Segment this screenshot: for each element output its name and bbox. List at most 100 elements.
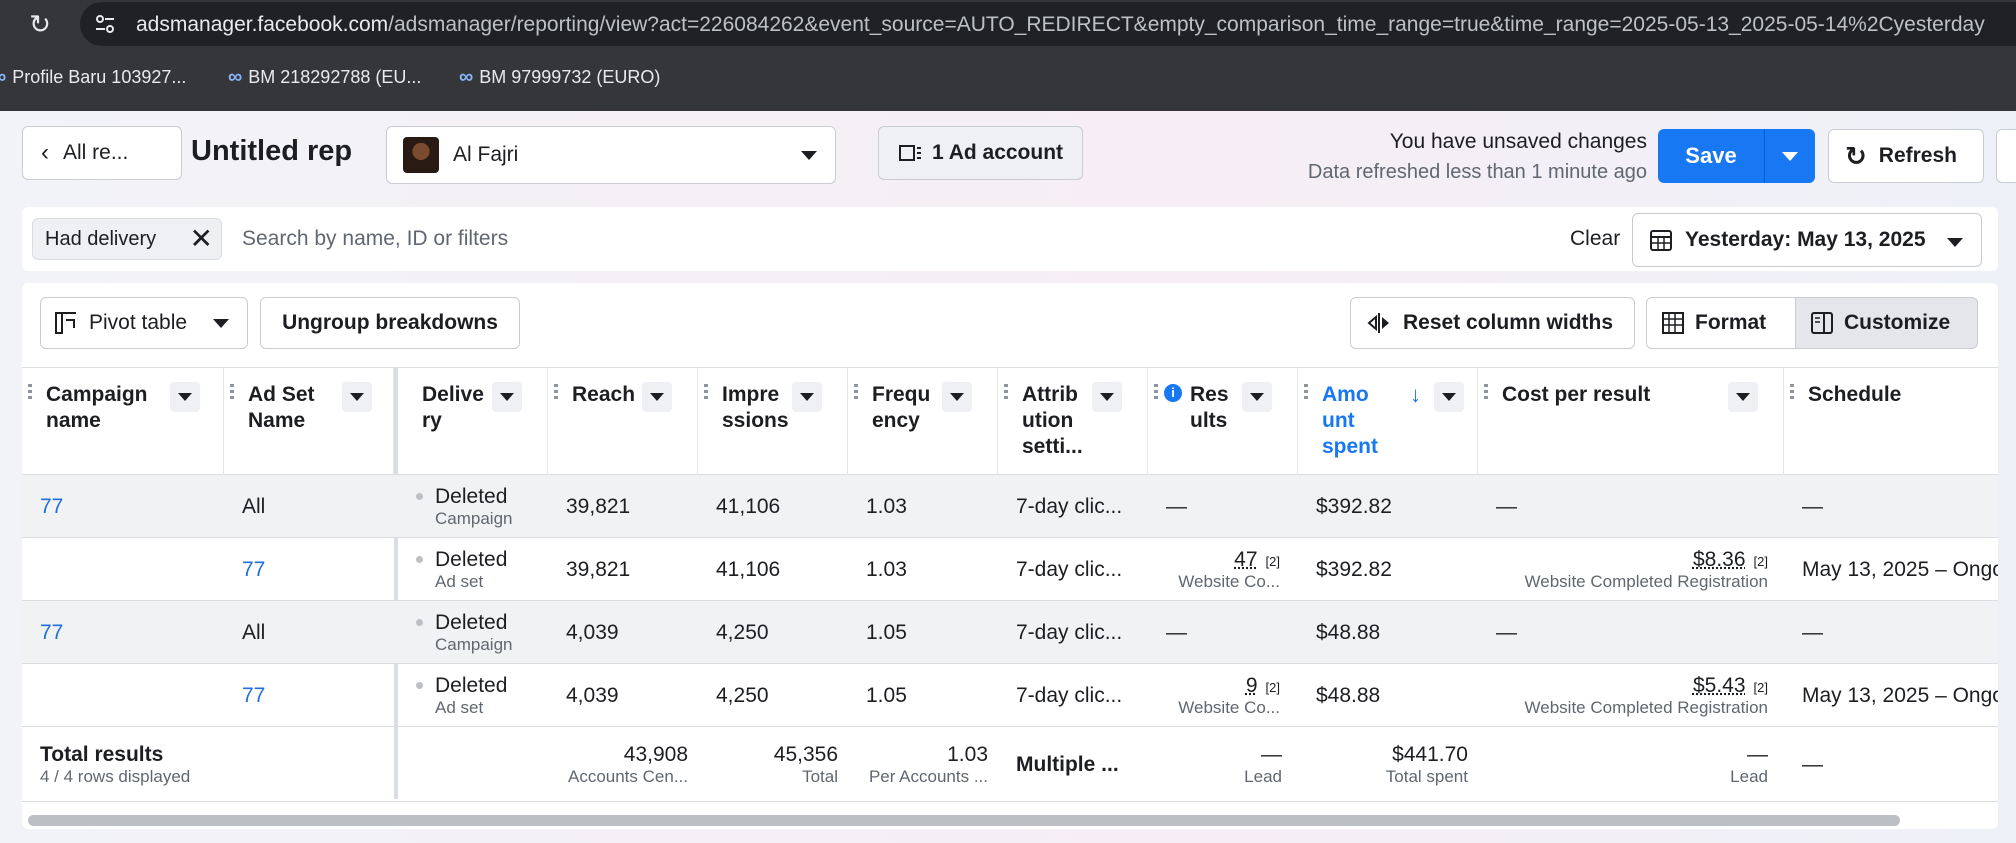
browser-chrome: ↻ adsmanager.facebook.com/adsmanager/rep… bbox=[0, 0, 2016, 111]
table-row[interactable]: 77 Deleted Ad set 4,039 4,250 1.05 7-day … bbox=[22, 664, 1998, 727]
total-reach: 43,908 Accounts Cen... bbox=[558, 727, 688, 802]
sort-descending-icon[interactable]: ↓ bbox=[1410, 382, 1421, 408]
pivot-table-button[interactable]: Pivot table bbox=[40, 297, 248, 349]
avatar bbox=[403, 137, 439, 173]
totals-label: Total results 4 / 4 rows displayed bbox=[40, 727, 380, 802]
column-header-impressions[interactable]: Impre ssions bbox=[698, 368, 848, 475]
table-row[interactable]: 77 All Deleted Campaign 39,821 41,106 1.0… bbox=[22, 475, 1998, 538]
format-label: Format bbox=[1695, 311, 1766, 335]
drag-handle-icon[interactable] bbox=[554, 384, 558, 402]
ungroup-breakdowns-button[interactable]: Ungroup breakdowns bbox=[260, 297, 520, 349]
reload-icon[interactable]: ↻ bbox=[26, 10, 54, 38]
column-header-results[interactable]: i Res ults bbox=[1148, 368, 1298, 475]
filter-chip[interactable]: Had delivery ✕ bbox=[32, 218, 222, 260]
bookmark-item[interactable]: ∞ BM 97999732 (EURO) bbox=[459, 66, 660, 89]
campaign-name-link[interactable]: 77 bbox=[40, 475, 210, 538]
drag-handle-icon[interactable] bbox=[230, 384, 234, 402]
ad-set-name-link[interactable]: 77 bbox=[242, 538, 382, 601]
impressions-value: 41,106 bbox=[716, 475, 846, 538]
meta-icon: ∞ bbox=[228, 66, 240, 89]
drag-handle-icon[interactable] bbox=[28, 384, 32, 402]
customize-label: Customize bbox=[1844, 311, 1950, 335]
reach-value: 39,821 bbox=[566, 538, 696, 601]
close-icon[interactable]: ✕ bbox=[190, 225, 213, 253]
column-menu-button[interactable] bbox=[1092, 382, 1122, 412]
ad-account-label: 1 Ad account bbox=[932, 141, 1063, 165]
date-range-picker[interactable]: Yesterday: May 13, 2025 bbox=[1632, 213, 1982, 267]
horizontal-scrollbar[interactable] bbox=[28, 815, 1900, 826]
search-input[interactable] bbox=[242, 223, 1242, 255]
refresh-label: Refresh bbox=[1879, 144, 1957, 168]
column-menu-button[interactable] bbox=[1242, 382, 1272, 412]
campaign-name-link[interactable]: 77 bbox=[40, 601, 210, 664]
schedule-value: May 13, 2025 – Ongo bbox=[1802, 538, 1998, 601]
column-menu-button[interactable] bbox=[1434, 382, 1464, 412]
table-row[interactable]: 77 All Deleted Campaign 4,039 4,250 1.05 … bbox=[22, 601, 1998, 664]
column-menu-button[interactable] bbox=[642, 382, 672, 412]
column-header-schedule[interactable]: Schedule bbox=[1784, 368, 1998, 475]
campaign-name-link[interactable] bbox=[40, 538, 210, 601]
site-settings-icon[interactable] bbox=[94, 13, 116, 35]
report-title[interactable]: Untitled rep bbox=[191, 135, 352, 168]
delivery-status: Deleted Ad set bbox=[416, 664, 546, 727]
column-menu-button[interactable] bbox=[342, 382, 372, 412]
drag-handle-icon[interactable] bbox=[1304, 384, 1308, 402]
drag-handle-icon[interactable] bbox=[1154, 384, 1158, 402]
frequency-value: 1.05 bbox=[866, 601, 996, 664]
format-button[interactable]: Format bbox=[1646, 297, 1796, 349]
delivery-status: Deleted Ad set bbox=[416, 538, 546, 601]
column-header-campaign-name[interactable]: Campaign name bbox=[22, 368, 224, 475]
campaign-name-link[interactable] bbox=[40, 664, 210, 727]
address-bar[interactable]: adsmanager.facebook.com/adsmanager/repor… bbox=[80, 2, 2016, 46]
chevron-down-icon bbox=[213, 319, 229, 328]
info-icon[interactable]: i bbox=[1164, 384, 1182, 402]
drag-handle-icon[interactable] bbox=[854, 384, 858, 402]
schedule-value: — bbox=[1802, 601, 1998, 664]
column-header-attribution-setting[interactable]: Attrib ution setti... bbox=[998, 368, 1148, 475]
ad-set-name-link[interactable]: 77 bbox=[242, 664, 382, 727]
save-options-button[interactable] bbox=[1764, 129, 1815, 183]
pivot-table-label: Pivot table bbox=[89, 311, 187, 335]
column-header-ad-set-name[interactable]: Ad Set Name bbox=[224, 368, 394, 475]
ad-set-name: All bbox=[242, 601, 382, 664]
ad-set-name: All bbox=[242, 475, 382, 538]
column-menu-button[interactable] bbox=[792, 382, 822, 412]
bookmarks-bar: ∞Profile Baru 103927... ∞BM 218292788 (E… bbox=[0, 56, 2016, 100]
report-table-card: Pivot table Ungroup breakdowns Reset col… bbox=[22, 283, 1998, 829]
cost-per-result-value: — bbox=[1496, 601, 1776, 664]
drag-handle-icon[interactable] bbox=[1484, 384, 1488, 402]
bookmark-item[interactable]: ∞ BM 218292788 (EU... bbox=[228, 66, 421, 89]
all-reports-button[interactable]: ‹ All re... bbox=[22, 126, 182, 180]
column-menu-button[interactable] bbox=[942, 382, 972, 412]
clear-button[interactable]: Clear bbox=[1570, 227, 1620, 251]
column-header-frequency[interactable]: Frequ ency bbox=[848, 368, 998, 475]
refresh-button[interactable]: ↻ Refresh bbox=[1828, 129, 1984, 183]
cost-per-result-value: $8.36 [2] Website Completed Registration bbox=[1496, 538, 1768, 601]
column-header-amount-spent[interactable]: Amo unt spent ↓ bbox=[1298, 368, 1478, 475]
column-menu-button[interactable] bbox=[492, 382, 522, 412]
results-value: — bbox=[1166, 475, 1292, 538]
bookmark-item[interactable]: ∞Profile Baru 103927... bbox=[0, 66, 186, 89]
save-button[interactable]: Save bbox=[1658, 129, 1764, 183]
reach-value: 4,039 bbox=[566, 601, 696, 664]
meta-icon: ∞ bbox=[0, 66, 4, 89]
column-header-reach[interactable]: Reach bbox=[548, 368, 698, 475]
totals-row: Total results 4 / 4 rows displayed 43,908… bbox=[22, 727, 1998, 802]
column-header-delivery[interactable]: Delive ry bbox=[398, 368, 548, 475]
more-button[interactable] bbox=[1996, 129, 2016, 183]
table-row[interactable]: 77 Deleted Ad set 39,821 41,106 1.03 7-da… bbox=[22, 538, 1998, 601]
ad-account-button[interactable]: 1 Ad account bbox=[878, 126, 1083, 180]
attribution-value: 7-day clic... bbox=[1016, 538, 1142, 601]
customize-button[interactable]: Customize bbox=[1795, 297, 1978, 349]
reset-column-widths-button[interactable]: Reset column widths bbox=[1350, 297, 1635, 349]
column-menu-button[interactable] bbox=[1728, 382, 1758, 412]
attribution-value: 7-day clic... bbox=[1016, 475, 1142, 538]
address-row: ↻ adsmanager.facebook.com/adsmanager/rep… bbox=[0, 0, 2016, 48]
column-menu-button[interactable] bbox=[170, 382, 200, 412]
column-header-cost-per-result[interactable]: Cost per result bbox=[1478, 368, 1784, 475]
drag-handle-icon[interactable] bbox=[704, 384, 708, 402]
account-selector[interactable]: Al Fajri bbox=[386, 126, 836, 184]
chevron-left-icon: ‹ bbox=[41, 139, 49, 167]
drag-handle-icon[interactable] bbox=[1790, 384, 1794, 402]
drag-handle-icon[interactable] bbox=[1004, 384, 1008, 402]
